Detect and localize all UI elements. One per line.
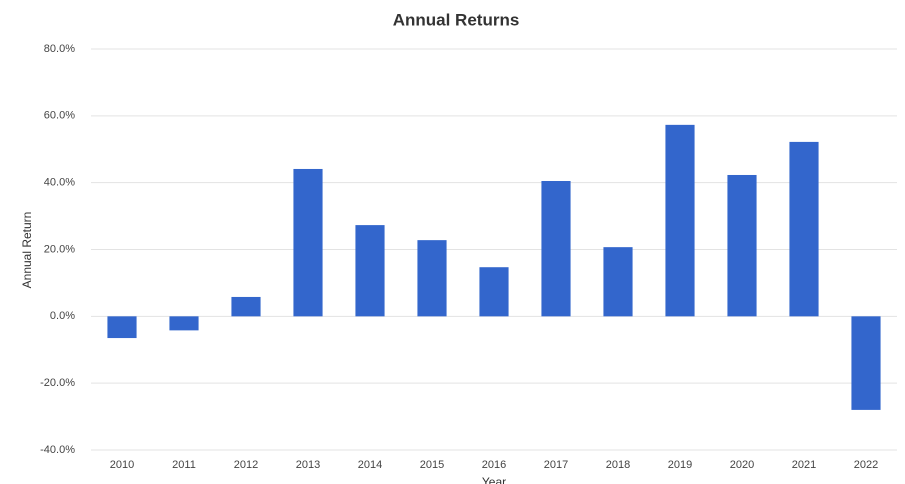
x-tick-label: 2017 [544, 459, 568, 471]
bar [727, 174, 757, 317]
y-tick-label: 40.0% [44, 177, 75, 189]
x-tick-label: 2021 [792, 459, 816, 471]
bar [479, 267, 509, 317]
x-tick-label: 2011 [172, 459, 196, 471]
bar [789, 141, 819, 317]
y-tick-label: 20.0% [44, 243, 75, 255]
x-tick-label: 2016 [482, 459, 506, 471]
x-tick-label: 2018 [606, 459, 630, 471]
x-tick-label: 2010 [110, 459, 134, 471]
x-tick-label: 2019 [668, 459, 692, 471]
bar [851, 316, 881, 410]
bar [603, 247, 633, 317]
y-tick-label: 0.0% [50, 310, 75, 322]
bar [231, 296, 261, 317]
x-tick-label: 2013 [296, 459, 320, 471]
bar [355, 225, 385, 317]
y-tick-label: 80.0% [44, 43, 75, 55]
x-tick-label: 2014 [358, 459, 382, 471]
y-axis-label: Annual Return [20, 212, 34, 289]
bar [541, 180, 571, 317]
y-tick-label: 60.0% [44, 110, 75, 122]
bar [293, 168, 323, 317]
chart-title: Annual Returns [393, 10, 520, 29]
x-tick-label: 2015 [420, 459, 444, 471]
y-tick-label: -20.0% [40, 377, 75, 389]
bar [107, 316, 137, 339]
x-axis-label: Year [482, 475, 506, 484]
x-tick-label: 2022 [854, 459, 878, 471]
bar [169, 316, 199, 331]
bar [417, 240, 447, 317]
x-tick-label: 2020 [730, 459, 754, 471]
bar [665, 124, 695, 317]
x-tick-label: 2012 [234, 459, 258, 471]
y-tick-label: -40.0% [40, 444, 75, 456]
